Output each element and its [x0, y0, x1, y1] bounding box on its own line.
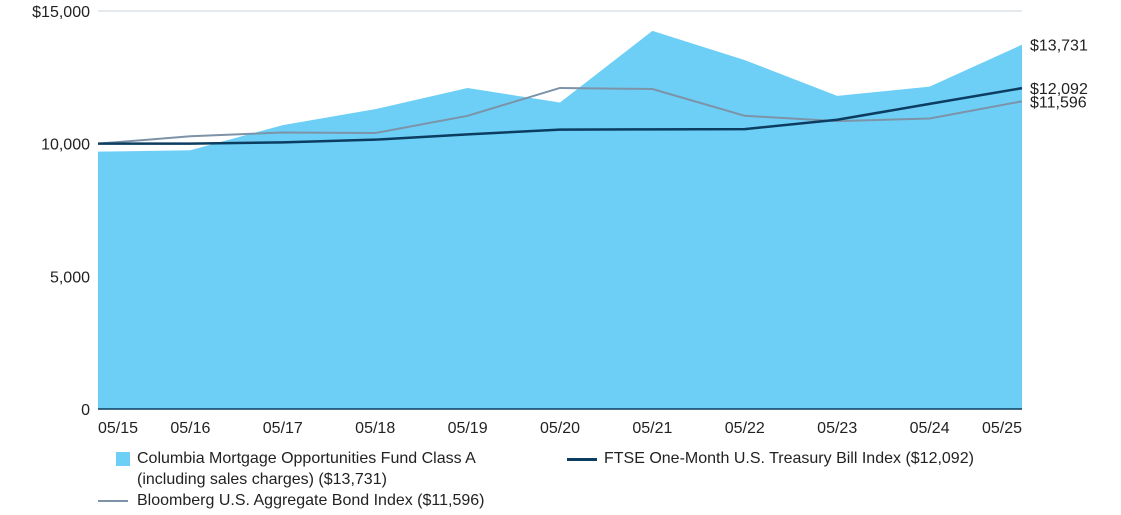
end-value-label: $13,731 — [1030, 38, 1088, 55]
end-value-label: $12,092 — [1030, 81, 1088, 98]
x-tick-label: 05/18 — [355, 420, 395, 437]
x-tick-label: 05/25 — [982, 420, 1022, 437]
y-tick-label: 5,000 — [50, 269, 90, 286]
line-series-ftse — [98, 86, 1023, 145]
line-series-bloomberg — [97, 86, 1023, 145]
index-lines — [97, 86, 1023, 145]
y-axis-ticks: 0 5,000 10,000 $15,000 — [32, 4, 90, 419]
end-value-labels: $13,731 $12,092$11,596 — [1030, 38, 1088, 112]
x-tick-label: 05/22 — [725, 420, 765, 437]
x-tick-label: 05/19 — [448, 420, 488, 437]
y-tick-label: 0 — [81, 402, 90, 419]
y-tick-label: 10,000 — [41, 137, 90, 154]
x-tick-label: 05/23 — [817, 420, 857, 437]
x-tick-label: 05/20 — [540, 420, 580, 437]
x-tick-label: 05/16 — [170, 420, 210, 437]
x-tick-label: 05/15 — [98, 420, 138, 437]
x-tick-label: 05/24 — [910, 420, 950, 437]
x-axis-ticks: 05/15 05/16 05/17 05/18 05/19 05/20 05/21 05/22… — [98, 420, 1022, 437]
x-tick-label: 05/21 — [632, 420, 672, 437]
x-tick-label: 05/17 — [263, 420, 303, 437]
y-tick-label: $15,000 — [32, 4, 90, 21]
end-value-label: $11,596 — [1030, 94, 1087, 111]
